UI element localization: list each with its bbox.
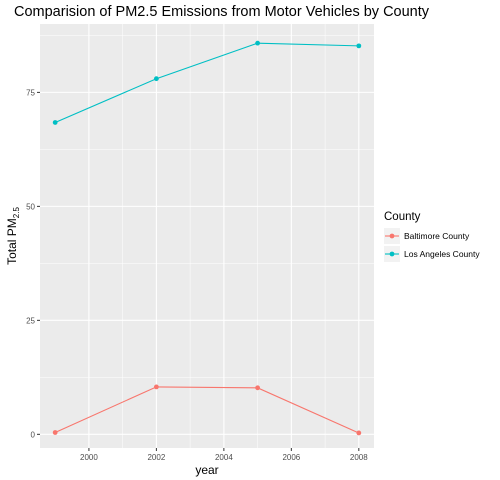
y-tick-label: 25 (26, 316, 35, 325)
baltimore-county-line (54, 386, 360, 434)
x-tick-label: 2008 (350, 453, 368, 462)
axis-tick-labels: 2000 2002 2004 2006 2008 0 25 50 75 (26, 88, 368, 462)
y-tick-label: 0 (31, 430, 36, 439)
legend-label-baltimore-county: Baltimore County (404, 231, 470, 241)
baltimore-county-point (153, 384, 159, 390)
y-tick-label: 50 (26, 202, 35, 211)
y-axis-label: Total PM2.5 (5, 207, 21, 265)
legend-point-los-angeles-county (389, 251, 395, 257)
los-angeles-county-point (153, 76, 159, 82)
legend-title: County (384, 211, 421, 223)
minor-gridlines (40, 24, 374, 448)
legend: County Baltimore County Los Angeles Count… (384, 211, 480, 262)
x-axis-label: year (195, 463, 218, 477)
x-tick-label: 2004 (215, 453, 233, 462)
chart-title: Comparision of PM2.5 Emissions from Moto… (14, 4, 430, 20)
baltimore-county-point (52, 430, 58, 435)
x-tick-label: 2000 (80, 453, 98, 462)
plot-panel (40, 24, 374, 448)
legend-label-los-angeles-county: Los Angeles County (404, 249, 480, 259)
baltimore-county-point (255, 385, 261, 391)
y-axis-label-subscript: 2.5 (12, 207, 21, 219)
los-angeles-county-line (54, 42, 359, 123)
x-tick-label: 2002 (147, 453, 165, 462)
legend-point-baltimore-county (389, 233, 395, 239)
y-tick-label: 75 (26, 88, 35, 97)
los-angeles-county-point (356, 43, 362, 49)
y-axis-label-base: Total PM (5, 218, 19, 265)
los-angeles-county-point (52, 120, 58, 125)
x-tick-label: 2006 (282, 453, 300, 462)
los-angeles-county-point (255, 40, 261, 46)
legend-items: Baltimore County Los Angeles County (384, 228, 480, 262)
major-gridlines (40, 24, 374, 448)
axis-ticks (37, 91, 360, 451)
baltimore-county-point (356, 430, 362, 436)
series-layer (52, 40, 362, 436)
